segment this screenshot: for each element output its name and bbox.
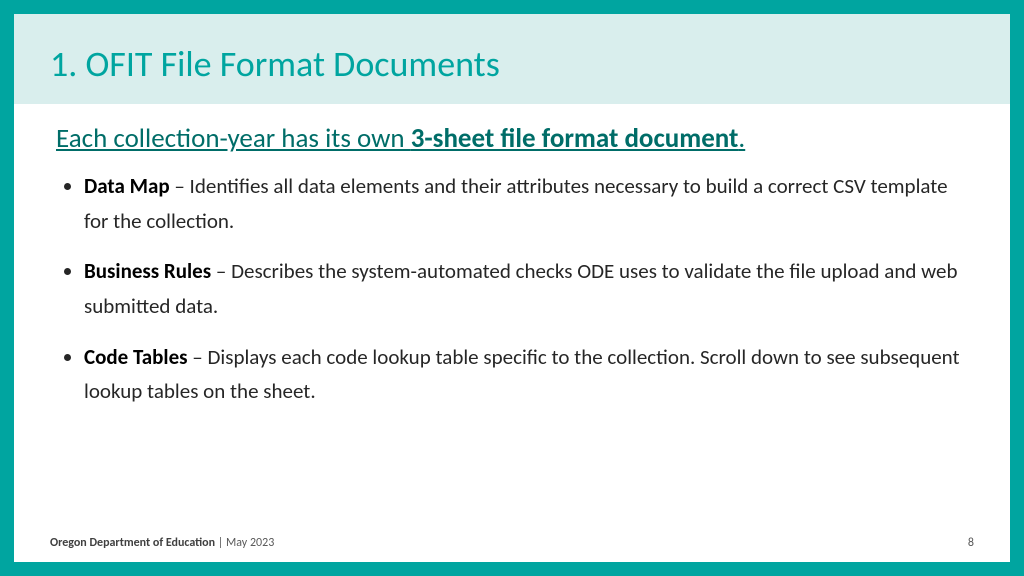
bullet-label: Business Rules [84,258,211,284]
list-item: Code Tables – Displays each code lookup … [84,340,962,409]
title-band: 1. OFIT File Format Documents [14,14,1010,104]
slide-title: 1. OFIT File Format Documents [50,42,1010,86]
bullet-label: Data Map [84,173,170,199]
subheading-tail: . [738,122,745,155]
bullet-text: – Identifies all data elements and their… [84,173,948,234]
subheading-bold: 3-sheet file format document [411,122,739,155]
slide-frame: 1. OFIT File Format Documents Each colle… [0,0,1024,576]
footer-sep: | [215,536,226,550]
subheading: Each collection-year has its own 3-sheet… [14,104,1010,163]
footer-left: Oregon Department of Education | May 202… [50,536,274,550]
page-number: 8 [968,536,974,550]
footer-date: May 2023 [226,536,274,550]
bullet-list: Data Map – Identifies all data elements … [14,163,1010,425]
slide: 1. OFIT File Format Documents Each colle… [14,14,1010,562]
bullet-text: – Describes the system-automated checks … [84,258,958,319]
bullet-text: – Displays each code lookup table specif… [84,344,960,405]
list-item: Data Map – Identifies all data elements … [84,169,962,238]
slide-footer: Oregon Department of Education | May 202… [50,536,974,550]
footer-org: Oregon Department of Education [50,536,215,550]
bullet-label: Code Tables [84,344,188,370]
subheading-plain: Each collection-year has its own [56,122,411,155]
list-item: Business Rules – Describes the system-au… [84,254,962,323]
